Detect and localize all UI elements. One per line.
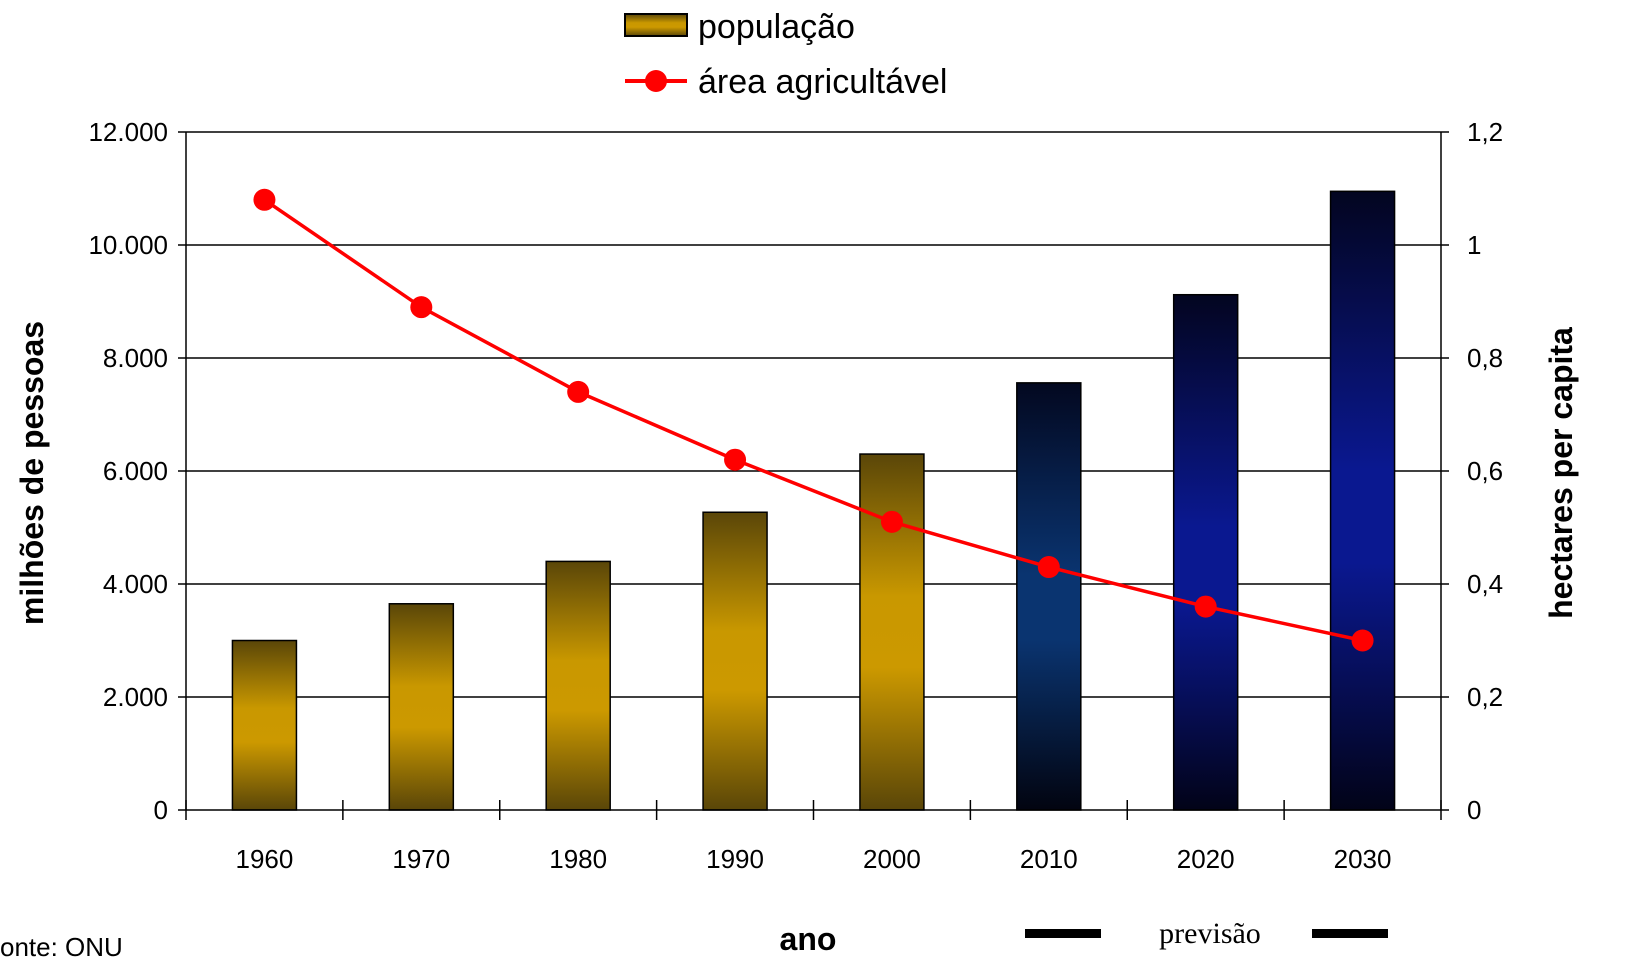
y-axis-right-ticks: 0 0,2 0,4 0,6 0,8 1 1,2: [1441, 117, 1503, 825]
y-right-tick-label: 0,2: [1467, 682, 1503, 712]
point-arable-area-2030: [1351, 629, 1374, 652]
y-right-tick-label: 1,2: [1467, 117, 1503, 147]
x-tick-label-2020: 2020: [1177, 844, 1235, 874]
legend-label-population: população: [698, 8, 855, 46]
bar-2010: [1016, 382, 1082, 811]
x-tick-label-1990: 1990: [706, 844, 764, 874]
bar-1990: [702, 511, 768, 811]
point-arable-area-2010: [1037, 556, 1060, 579]
point-arable-area-1970: [410, 296, 433, 319]
y-right-tick-label: 0,4: [1467, 569, 1503, 599]
y-axis-left-ticks: 0 2.000 4.000 6.000 8.000 10.000 12.000: [88, 117, 186, 825]
point-arable-area-2020: [1194, 595, 1217, 618]
y-left-tick-label: 12.000: [88, 117, 168, 147]
x-axis-ticks: 1960 1970 1980 1990 2000 2010 2020 2030: [185, 800, 1442, 874]
x-tick-label-2010: 2010: [1020, 844, 1078, 874]
legend-swatch-marker: [645, 70, 667, 92]
y-left-tick-label: 4.000: [103, 569, 168, 599]
y-right-tick-label: 1: [1467, 230, 1481, 260]
x-axis-title: ano: [780, 921, 837, 957]
y-axis-right-title: hectares per capita: [1543, 327, 1579, 619]
y-left-tick-label: 0: [154, 795, 168, 825]
bar-1960: [231, 639, 298, 811]
legend-swatch-population: [624, 13, 688, 37]
y-right-tick-label: 0,8: [1467, 343, 1503, 373]
y-left-tick-label: 2.000: [103, 682, 168, 712]
forecast-marker: previsão: [1025, 917, 1388, 950]
line-series: [253, 188, 1374, 652]
bar-1970: [388, 603, 455, 811]
point-arable-area-1960: [253, 188, 276, 211]
y-left-tick-label: 6.000: [103, 456, 168, 486]
y-right-tick-label: 0: [1467, 795, 1481, 825]
x-tick-label-1970: 1970: [392, 844, 450, 874]
y-axis-left-title: milhões de pessoas: [14, 321, 50, 625]
legend-label-arable-area: área agricultável: [698, 63, 947, 101]
source-note: onte: ONU: [0, 932, 123, 961]
x-tick-label-1960: 1960: [236, 844, 294, 874]
gridlines: [186, 131, 1441, 698]
point-arable-area-2000: [880, 510, 903, 533]
y-left-tick-label: 8.000: [103, 343, 168, 373]
point-arable-area-1980: [567, 380, 590, 403]
bars: [231, 190, 1396, 811]
bar-2030: [1329, 190, 1396, 811]
y-right-tick-label: 0,6: [1467, 456, 1503, 486]
point-arable-area-1990: [724, 448, 747, 471]
forecast-label: previsão: [1159, 917, 1261, 950]
bar-2020: [1172, 293, 1239, 811]
x-tick-label-2030: 2030: [1334, 844, 1392, 874]
bar-1980: [545, 560, 611, 811]
line-arable-area: [263, 198, 1363, 643]
x-tick-label-1980: 1980: [549, 844, 607, 874]
legend: população área agricultável: [624, 8, 947, 101]
y-left-tick-label: 10.000: [88, 230, 168, 260]
forecast-bar-right: [1312, 929, 1388, 938]
bar-2000: [859, 453, 925, 811]
x-tick-label-2000: 2000: [863, 844, 921, 874]
forecast-bar-left: [1025, 929, 1101, 938]
